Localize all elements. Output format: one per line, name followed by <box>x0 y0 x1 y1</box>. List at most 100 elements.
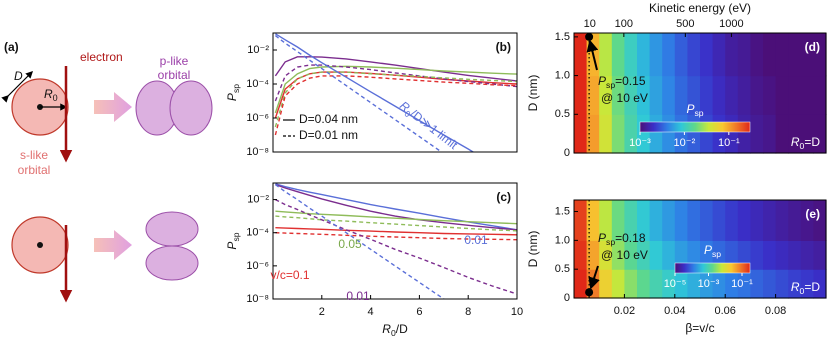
p-like-label: p-like <box>160 54 189 68</box>
colorbar-tick-label: 10⁻³ <box>698 278 720 290</box>
y-tick-label: 10⁻⁶ <box>246 112 269 124</box>
heat-cell <box>750 33 764 77</box>
x-tick-label: 2 <box>319 306 325 318</box>
y-tick-label: 1.5 <box>555 31 570 43</box>
heat-cell <box>574 33 588 77</box>
heat-cell <box>662 33 676 77</box>
heat-cell <box>574 200 588 241</box>
series-line <box>275 215 517 232</box>
heat-cell <box>725 200 739 241</box>
annotation: @ 10 eV <box>601 91 648 105</box>
heat-cell <box>737 114 751 154</box>
series-line <box>274 64 517 102</box>
heat-cell <box>700 200 714 241</box>
annotation-part: =0.15 <box>615 74 646 88</box>
heat-cell <box>674 269 688 299</box>
heat-cell <box>800 75 814 115</box>
x2-tick-label: 500 <box>676 18 694 30</box>
heat-cell <box>574 75 588 115</box>
x-tick-label: 10 <box>511 306 523 318</box>
p-lobe <box>169 80 213 136</box>
annotation: v/c=0.1 <box>270 268 309 282</box>
heat-cell <box>611 240 625 270</box>
heat-cell <box>813 240 827 270</box>
annotation-part: sp <box>606 237 615 247</box>
heat-cell <box>624 114 638 154</box>
annotation-part: P <box>598 231 606 245</box>
heat-cell <box>586 75 600 115</box>
annotation: R0/D≫1 limit <box>396 98 461 154</box>
y-tick-label: 10⁻⁴ <box>246 227 269 239</box>
corner-label-part: R <box>791 135 800 149</box>
heat-cell <box>788 33 802 77</box>
panel-label: (e) <box>805 207 820 221</box>
heat-cell <box>611 114 625 154</box>
heat-cell <box>813 33 827 77</box>
heat-cell <box>800 240 814 270</box>
annotation-arrow <box>588 265 600 290</box>
heat-cell <box>725 75 739 115</box>
heat-cell <box>800 33 814 77</box>
y-axis-label-part: P <box>225 93 239 101</box>
heat-cell <box>813 75 827 115</box>
series-line <box>274 75 517 136</box>
heat-cell <box>800 200 814 241</box>
series-line <box>275 33 475 152</box>
colorbar-label-part: sp <box>712 249 721 259</box>
heat-cell <box>599 200 613 241</box>
heat-cell <box>611 75 625 115</box>
heat-cell <box>800 269 814 299</box>
heat-cell <box>775 114 789 154</box>
corner-label-part: R <box>791 280 800 294</box>
heat-cell <box>611 200 625 241</box>
colorbar-label-part: sp <box>694 108 703 118</box>
d-label: D <box>14 69 23 83</box>
annotation: 0.01 <box>464 233 488 247</box>
heat-cell <box>750 269 764 299</box>
corner-label: R0=D <box>791 135 820 151</box>
heat-cell <box>775 200 789 241</box>
heat-cell <box>763 114 777 154</box>
x2-tick-label: 1000 <box>719 18 743 30</box>
y-tick-label: 0 <box>564 292 570 304</box>
annotation-part: sp <box>606 80 615 90</box>
heat-cell <box>775 269 789 299</box>
heat-cell <box>775 33 789 77</box>
series-line <box>275 183 517 231</box>
annotation: Psp=0.18 <box>598 231 646 247</box>
heat-cell <box>788 114 802 154</box>
heat-cell <box>725 33 739 77</box>
series-line <box>274 71 517 128</box>
heat-cell <box>687 33 701 77</box>
heat-cell <box>637 240 651 270</box>
x2-tick-label: 100 <box>615 18 633 30</box>
heat-cell <box>649 200 663 241</box>
y-axis-label-part: P <box>225 242 239 250</box>
heat-cell <box>586 200 600 241</box>
y-axis-label: D (nm) <box>526 231 540 268</box>
y-tick-label: 10⁻⁸ <box>246 293 269 305</box>
colorbar-label: Psp <box>704 243 721 259</box>
panel-label: (d) <box>805 40 820 54</box>
heat-cell <box>800 114 814 154</box>
x-axis-label-part: 0 <box>391 328 396 338</box>
heat-cell <box>750 200 764 241</box>
series-line <box>274 65 517 114</box>
nucleus <box>37 242 43 248</box>
heat-cell <box>788 269 802 299</box>
heat-cell <box>637 200 651 241</box>
heat-cell <box>737 240 751 270</box>
heat-cell <box>763 240 777 270</box>
heat-cell <box>586 240 600 270</box>
heat-cell <box>637 75 651 115</box>
x-axis-label: β=v/c <box>685 321 714 335</box>
heat-cell <box>712 75 726 115</box>
series-line <box>275 232 517 241</box>
legend-label: D=0.04 nm <box>299 112 358 126</box>
colorbar-label: Psp <box>686 102 703 118</box>
colorbar-tick-label: 10⁻³ <box>629 137 651 149</box>
y-axis-label-part: sp <box>231 232 241 241</box>
y-tick-label: 1.0 <box>555 234 570 246</box>
heat-cell <box>599 240 613 270</box>
transition-arrow <box>94 230 132 260</box>
